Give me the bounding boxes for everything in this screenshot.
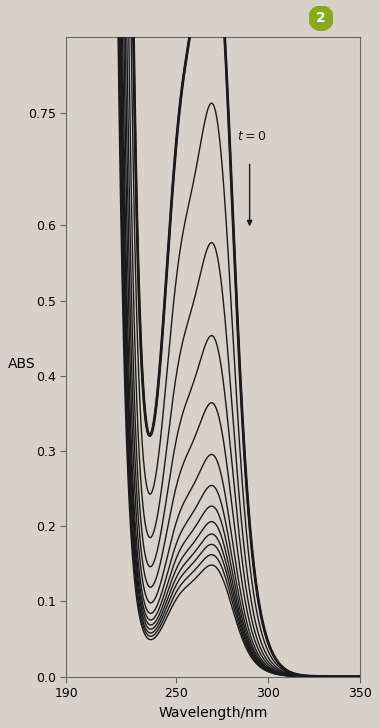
Y-axis label: ABS: ABS [8, 357, 36, 371]
Text: 2: 2 [316, 11, 326, 25]
Circle shape [309, 6, 334, 31]
Text: $t = 0$: $t = 0$ [237, 130, 266, 143]
X-axis label: Wavelength/nm: Wavelength/nm [158, 705, 268, 720]
